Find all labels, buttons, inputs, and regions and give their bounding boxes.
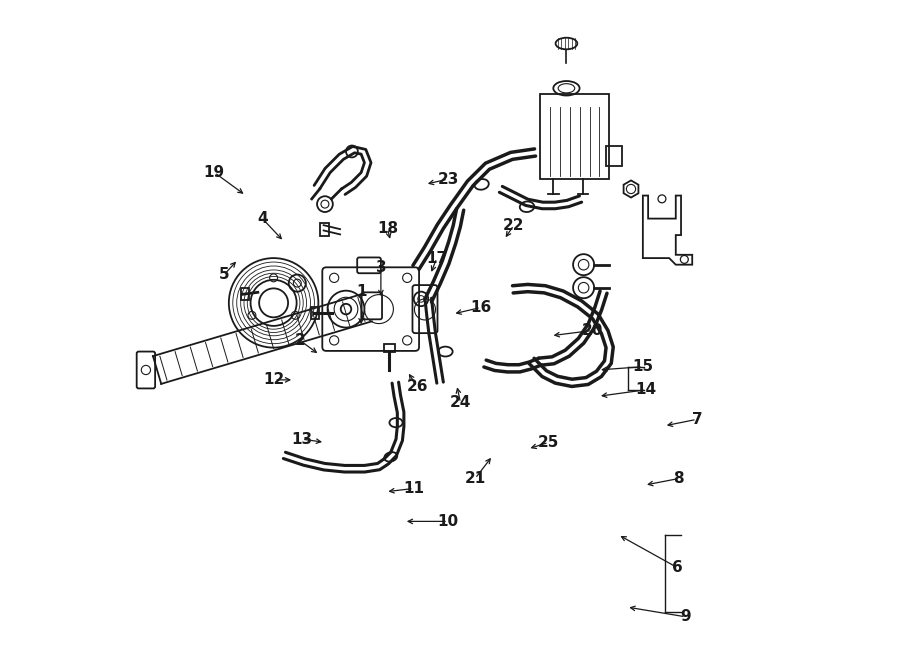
Text: 8: 8 xyxy=(673,471,684,486)
Text: 13: 13 xyxy=(292,432,312,447)
Text: 3: 3 xyxy=(375,260,386,276)
Text: 19: 19 xyxy=(203,165,225,180)
Text: 10: 10 xyxy=(437,514,459,529)
Text: 6: 6 xyxy=(671,560,682,575)
Text: 12: 12 xyxy=(264,372,285,387)
Text: 17: 17 xyxy=(427,251,447,266)
Text: 7: 7 xyxy=(691,412,702,427)
Text: 4: 4 xyxy=(257,211,267,226)
Text: 9: 9 xyxy=(680,609,691,625)
Text: 1: 1 xyxy=(356,284,366,299)
Text: 2: 2 xyxy=(294,333,305,348)
Text: 20: 20 xyxy=(581,323,603,338)
Text: 15: 15 xyxy=(633,359,653,374)
Text: 14: 14 xyxy=(635,382,657,397)
Text: 18: 18 xyxy=(377,221,398,236)
Text: 11: 11 xyxy=(403,481,424,496)
Text: 22: 22 xyxy=(503,217,525,233)
Text: 26: 26 xyxy=(406,379,428,394)
Text: 5: 5 xyxy=(219,267,230,282)
Text: 25: 25 xyxy=(538,435,560,450)
Text: 23: 23 xyxy=(437,172,459,186)
Text: 21: 21 xyxy=(464,471,486,486)
Text: 16: 16 xyxy=(471,300,491,315)
Text: 24: 24 xyxy=(450,395,472,410)
